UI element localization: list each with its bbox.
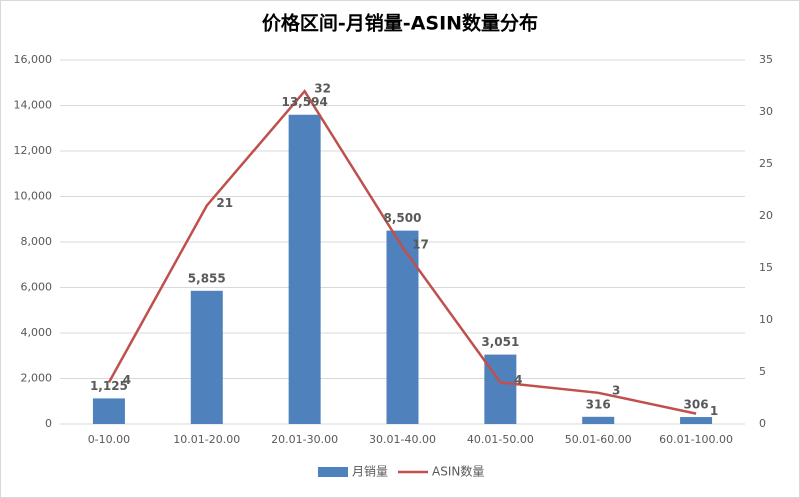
y2-tick-label: 20 bbox=[759, 209, 773, 222]
bar bbox=[190, 290, 223, 424]
y2-tick-label: 30 bbox=[759, 105, 773, 118]
y2-tick-label: 10 bbox=[759, 313, 773, 326]
y2-tick-label: 15 bbox=[759, 261, 773, 274]
bar-value-label: 316 bbox=[586, 397, 611, 411]
y-tick-label: 6,000 bbox=[21, 281, 53, 294]
line-value-label: 32 bbox=[314, 82, 331, 96]
bar bbox=[386, 230, 419, 424]
x-tick-label: 60.01-100.00 bbox=[659, 433, 733, 446]
x-tick-label: 10.01-20.00 bbox=[173, 433, 240, 446]
line bbox=[107, 89, 697, 415]
x-tick-label: 50.01-60.00 bbox=[565, 433, 632, 446]
y-tick-label: 4,000 bbox=[21, 326, 53, 339]
y-tick-label: 0 bbox=[45, 417, 52, 430]
x-tick-label: 0-10.00 bbox=[88, 433, 130, 446]
y-tick-label: 14,000 bbox=[14, 99, 53, 112]
bar-value-label: 306 bbox=[684, 398, 709, 412]
chart-title: 价格区间-月销量-ASIN数量分布 bbox=[262, 12, 538, 35]
bar bbox=[92, 398, 125, 424]
line-value-label: 3 bbox=[612, 383, 620, 397]
bar bbox=[582, 416, 615, 424]
y-tick-label: 12,000 bbox=[14, 144, 53, 157]
line-value-label: 1 bbox=[710, 404, 718, 418]
legend-label: 月销量 bbox=[352, 465, 388, 479]
bar-value-label: 3,051 bbox=[481, 335, 519, 349]
line-value-label: 4 bbox=[123, 373, 131, 387]
x-tick-label: 30.01-40.00 bbox=[369, 433, 436, 446]
bar-value-label: 1,125 bbox=[90, 379, 128, 393]
y2-tick-label: 25 bbox=[759, 157, 773, 170]
x-tick-label: 40.01-50.00 bbox=[467, 433, 534, 446]
legend-label: ASIN数量 bbox=[432, 464, 484, 479]
y-tick-label: 16,000 bbox=[14, 53, 53, 66]
bar-value-label: 8,500 bbox=[384, 211, 422, 225]
y-tick-label: 10,000 bbox=[14, 190, 53, 203]
y-tick-label: 8,000 bbox=[21, 235, 53, 248]
y2-tick-label: 5 bbox=[759, 365, 766, 378]
line-value-label: 4 bbox=[514, 373, 522, 387]
bar-value-label: 13,594 bbox=[281, 95, 327, 109]
x-tick-label: 20.01-30.00 bbox=[271, 433, 338, 446]
y2-tick-label: 0 bbox=[759, 417, 766, 430]
bar-value-label: 5,855 bbox=[188, 271, 226, 285]
bar bbox=[680, 417, 713, 424]
line-value-label: 17 bbox=[412, 238, 429, 252]
legend-swatch bbox=[318, 467, 348, 477]
line-value-label: 21 bbox=[216, 196, 233, 210]
y2-tick-label: 35 bbox=[759, 53, 773, 66]
y-tick-label: 2,000 bbox=[21, 372, 53, 385]
bar bbox=[288, 114, 321, 424]
